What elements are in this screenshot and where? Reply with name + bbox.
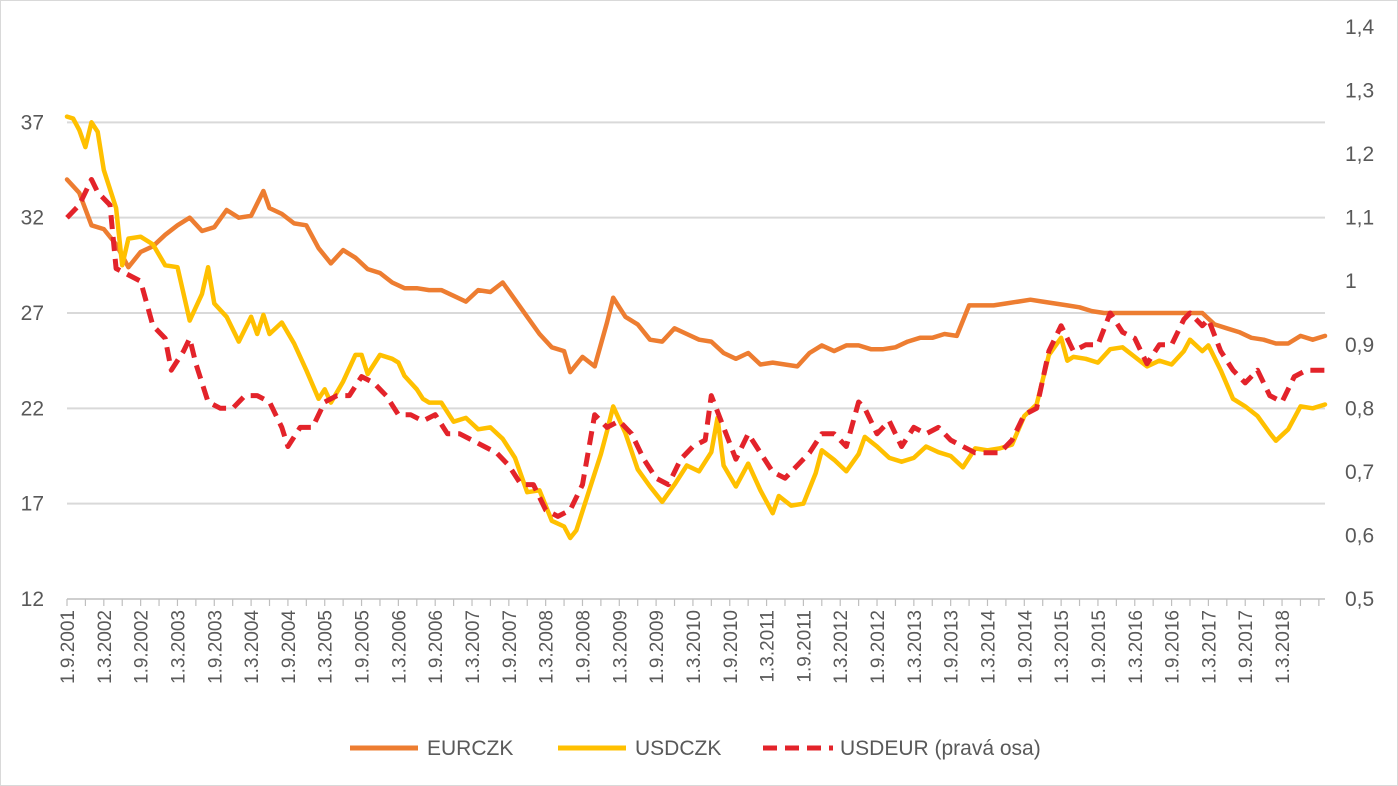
x-tick-label: 1.9.2015 bbox=[1089, 610, 1110, 684]
right-y-tick-label: 1,4 bbox=[1345, 16, 1375, 39]
x-tick-label: 1.3.2006 bbox=[389, 610, 410, 684]
legend-label: USDEUR (pravá osa) bbox=[840, 737, 1041, 760]
x-tick-label: 1.9.2012 bbox=[868, 610, 889, 684]
right-y-tick-label: 1,1 bbox=[1345, 207, 1374, 230]
x-tick-label: 1.3.2014 bbox=[978, 610, 999, 684]
right-y-tick-label: 0,5 bbox=[1345, 588, 1374, 611]
left-y-tick-label: 37 bbox=[21, 111, 44, 134]
x-tick-label: 1.9.2006 bbox=[426, 610, 447, 684]
series-line-usdczk bbox=[64, 114, 1328, 541]
x-tick-label: 1.9.2010 bbox=[721, 610, 742, 684]
series-line-usdeur bbox=[65, 177, 1325, 519]
x-tick-label: 1.9.2014 bbox=[1015, 610, 1036, 684]
series-group bbox=[64, 114, 1328, 541]
x-tick-label: 1.9.2009 bbox=[647, 610, 668, 684]
legend-label: USDCZK bbox=[635, 737, 721, 760]
x-tick-label: 1.3.2008 bbox=[537, 610, 558, 684]
x-tick-label: 1.3.2013 bbox=[905, 610, 926, 684]
x-tick-label: 1.9.2001 bbox=[58, 610, 79, 684]
x-tick-label: 1.3.2016 bbox=[1126, 610, 1147, 684]
x-tick-label: 1.3.2015 bbox=[1052, 610, 1073, 684]
right-y-tick-label: 1 bbox=[1345, 270, 1357, 293]
x-tick-label: 1.9.2007 bbox=[500, 610, 521, 684]
right-y-tick-label: 1,3 bbox=[1345, 80, 1374, 103]
x-tick-label: 1.9.2017 bbox=[1236, 610, 1257, 684]
right-y-tick-label: 0,7 bbox=[1345, 461, 1374, 484]
right-y-tick-label: 0,6 bbox=[1345, 524, 1374, 547]
x-tick-label: 1.9.2002 bbox=[132, 610, 153, 684]
left-y-axis: 12 17 22 27 32 37 bbox=[21, 111, 44, 611]
x-tick-label: 1.3.2009 bbox=[610, 610, 631, 684]
right-y-tick-label: 1,2 bbox=[1345, 143, 1374, 166]
x-tick-label: 1.3.2007 bbox=[463, 610, 484, 684]
x-tick-label: 1.3.2017 bbox=[1199, 610, 1220, 684]
x-tick-label: 1.9.2016 bbox=[1163, 610, 1184, 684]
x-tick-label: 1.3.2010 bbox=[684, 610, 705, 684]
left-y-tick-label: 17 bbox=[21, 493, 44, 516]
left-y-tick-label: 12 bbox=[21, 588, 44, 611]
x-tick-label: 1.3.2004 bbox=[242, 610, 263, 684]
x-tick-label: 1.3.2005 bbox=[316, 610, 337, 684]
right-y-tick-label: 0,9 bbox=[1345, 334, 1374, 357]
x-tick-label: 1.9.2011 bbox=[794, 610, 815, 683]
left-y-tick-label: 32 bbox=[21, 207, 44, 230]
left-y-tick-label: 22 bbox=[21, 397, 44, 420]
x-tick-label: 1.9.2008 bbox=[573, 610, 594, 684]
gridlines bbox=[67, 121, 1325, 505]
x-tick-label: 1.3.2002 bbox=[95, 610, 116, 684]
legend-label: EURCZK bbox=[427, 737, 513, 760]
legend: EURCZK USDCZK USDEUR (pravá osa) bbox=[350, 737, 1041, 760]
right-y-tick-label: 0,8 bbox=[1345, 397, 1374, 420]
x-tick-label: 1.3.2012 bbox=[831, 610, 852, 684]
x-tick-label: 1.3.2003 bbox=[168, 610, 189, 684]
x-tick-label: 1.9.2003 bbox=[205, 610, 226, 684]
x-tick-label: 1.3.2011 bbox=[758, 610, 779, 683]
x-tick-label: 1.3.2018 bbox=[1273, 610, 1294, 684]
left-y-tick-label: 27 bbox=[21, 302, 44, 325]
x-tick-label: 1.9.2004 bbox=[279, 610, 300, 684]
x-tick-label: 1.9.2005 bbox=[353, 610, 374, 684]
x-axis: 1.9.2001 1.3.2002 1.9.2002 1.3.2003 1.9.2003… bbox=[58, 598, 1325, 684]
right-y-axis: 0,5 0,6 0,7 0,8 0,9 1 1,1 1,2 1,3 1,4 bbox=[1345, 16, 1375, 611]
x-tick-label: 1.9.2013 bbox=[942, 610, 963, 684]
